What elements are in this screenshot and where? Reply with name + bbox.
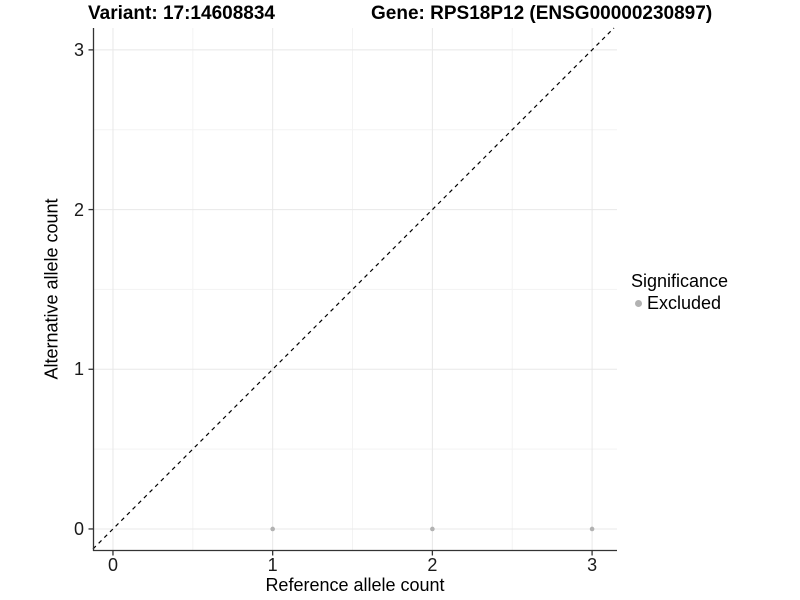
y-tick-label: 0 xyxy=(73,518,84,539)
plot-area xyxy=(88,27,617,556)
x-axis-tick-labels: 0 1 2 3 xyxy=(93,555,617,577)
legend-title: Significance xyxy=(631,271,729,291)
y-tick-label: 1 xyxy=(73,359,84,380)
legend: Significance Excluded xyxy=(631,271,728,313)
data-point xyxy=(430,526,435,532)
legend-item-excluded: Excluded xyxy=(631,293,728,313)
gene-title: Gene: RPS18P12 (ENSG00000230897) xyxy=(371,3,713,24)
y-tick-label: 3 xyxy=(73,39,84,60)
legend-point-icon xyxy=(634,299,642,307)
x-tick-label: 0 xyxy=(107,555,118,575)
plot-panel xyxy=(88,27,617,556)
x-tick-label: 1 xyxy=(267,555,278,575)
variant-title: Variant: 17:14608834 xyxy=(88,3,275,24)
x-tick-label: 3 xyxy=(587,555,598,575)
legend-item-label: Excluded xyxy=(647,293,722,313)
x-tick-label: 2 xyxy=(427,555,438,575)
identity-reference-line xyxy=(92,27,615,550)
data-point xyxy=(589,526,595,532)
x-axis-title: Reference allele count xyxy=(265,575,445,595)
y-tick-label: 2 xyxy=(73,199,84,220)
legend-key xyxy=(631,296,645,310)
data-point xyxy=(270,526,275,532)
y-axis-tick-labels: 0 1 2 3 xyxy=(56,28,84,551)
y-axis-title: Alternative allele count xyxy=(41,198,62,380)
